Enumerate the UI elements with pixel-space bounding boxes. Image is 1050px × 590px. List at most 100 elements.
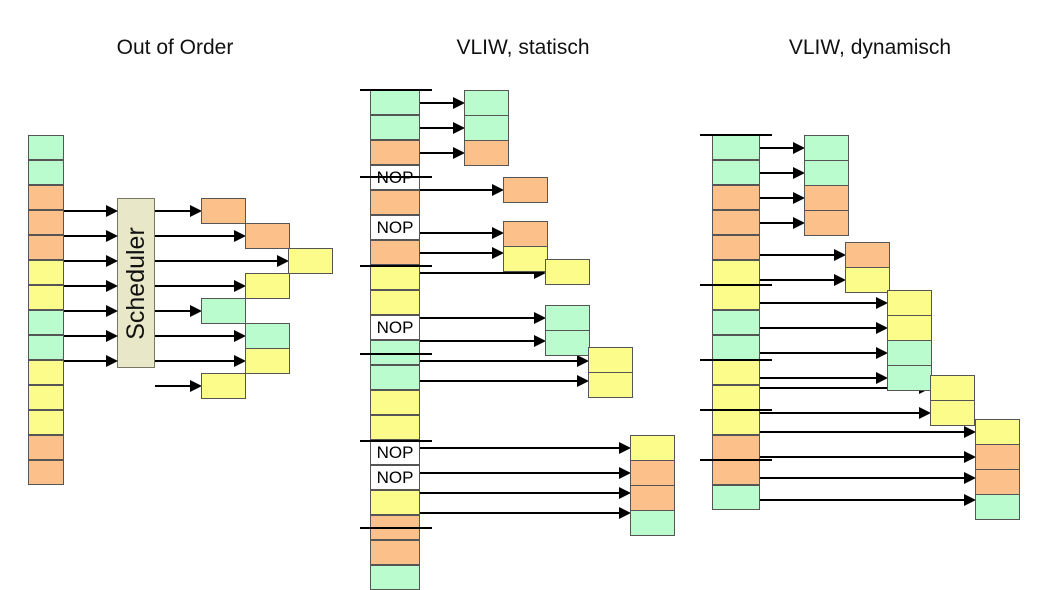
input-arrow	[64, 260, 106, 263]
dispatch-arrow	[760, 377, 876, 380]
dispatch-arrow	[760, 412, 919, 415]
issue-slot	[975, 494, 1020, 520]
issue-slot	[545, 305, 590, 331]
input-cell	[370, 240, 420, 265]
dispatch-arrow	[420, 317, 534, 320]
input-cell	[28, 360, 64, 385]
dispatch-arrow-head	[453, 146, 465, 159]
issue-slot	[630, 460, 675, 486]
group-separator	[360, 527, 432, 530]
dispatch-arrow-head	[793, 166, 805, 179]
issue-slot	[464, 90, 509, 116]
dispatch-arrow	[420, 360, 577, 363]
input-arrow	[64, 235, 106, 238]
issue-slot	[975, 419, 1020, 445]
input-arrow-head	[106, 329, 118, 342]
issue-slot	[588, 347, 633, 373]
dispatch-arrow-head	[234, 329, 246, 342]
input-cell	[28, 460, 64, 485]
dispatch-arrow-head	[577, 374, 589, 387]
issue-slot	[804, 185, 849, 211]
issue-slot	[245, 223, 290, 249]
dispatch-arrow	[760, 352, 876, 355]
panel-title-vliw-statisch: VLIW, statisch	[456, 36, 590, 59]
dispatch-arrow	[760, 197, 793, 200]
input-cell	[28, 285, 64, 310]
input-cell	[712, 135, 760, 160]
issue-slot	[887, 365, 932, 391]
input-arrow-head	[106, 279, 118, 292]
issue-slot	[503, 221, 548, 247]
issue-slot	[975, 444, 1020, 470]
dispatch-arrow-head	[619, 506, 631, 519]
scheduler-label: Scheduler	[121, 226, 150, 340]
input-arrow-head	[106, 354, 118, 367]
input-cell	[370, 190, 420, 215]
dispatch-arrow	[155, 285, 234, 288]
nop-label: NOP	[376, 317, 414, 337]
dispatch-arrow	[760, 431, 964, 434]
issue-slot	[201, 298, 246, 324]
input-cell	[370, 340, 420, 365]
input-arrow	[64, 335, 106, 338]
input-cell	[370, 315, 420, 340]
input-cell	[28, 235, 64, 260]
nop-label: NOP	[376, 442, 414, 462]
input-arrow-head	[106, 304, 118, 317]
dispatch-arrow-head	[793, 191, 805, 204]
dispatch-arrow-head	[876, 346, 888, 359]
issue-slot	[804, 160, 849, 186]
dispatch-arrow-head	[619, 441, 631, 454]
issue-slot	[887, 290, 932, 316]
group-separator	[700, 359, 772, 362]
group-separator	[360, 265, 432, 268]
input-cell	[712, 260, 760, 285]
input-cell	[370, 90, 420, 115]
dispatch-arrow-head	[876, 371, 888, 384]
input-arrow-head	[106, 254, 118, 267]
dispatch-arrow	[420, 447, 619, 450]
dispatch-arrow-head	[834, 273, 846, 286]
dispatch-arrow-head	[534, 311, 546, 324]
input-cell	[370, 140, 420, 165]
dispatch-arrow	[155, 385, 190, 388]
input-cell	[370, 565, 420, 590]
input-cell	[712, 360, 760, 385]
scheduler-box: Scheduler	[117, 198, 155, 368]
group-separator	[700, 459, 772, 462]
issue-slot	[464, 115, 509, 141]
dispatch-arrow	[420, 232, 492, 235]
dispatch-arrow	[420, 252, 492, 255]
issue-slot	[245, 348, 290, 374]
issue-slot	[503, 246, 548, 272]
dispatch-arrow	[760, 254, 834, 257]
diagram-canvas: Out of Order Scheduler VLIW, statisch NOP NO…	[28, 36, 1020, 590]
dispatch-arrow-head	[453, 121, 465, 134]
input-cell	[28, 260, 64, 285]
input-cell	[712, 435, 760, 460]
group-separator	[360, 440, 432, 443]
issue-slot	[630, 510, 675, 536]
dispatch-arrow	[155, 260, 277, 263]
input-cell	[712, 410, 760, 435]
issue-slot	[545, 259, 590, 285]
input-cell	[712, 285, 760, 310]
dispatch-arrow	[420, 492, 619, 495]
input-cell	[370, 290, 420, 315]
dispatch-arrow-head	[492, 246, 504, 259]
input-cell	[370, 265, 420, 290]
dispatch-arrow	[155, 235, 234, 238]
dispatch-arrow-head	[919, 406, 931, 419]
issue-slot	[245, 323, 290, 349]
group-separator	[360, 89, 432, 92]
dispatch-arrow-head	[619, 466, 631, 479]
input-cell	[712, 485, 760, 510]
dispatch-arrow	[155, 310, 190, 313]
dispatch-arrow-head	[876, 321, 888, 334]
dispatch-arrow	[155, 360, 234, 363]
dispatch-arrow-head	[234, 229, 246, 242]
nop-label: NOP	[376, 467, 414, 487]
dispatch-arrow	[760, 222, 793, 225]
group-separator	[360, 176, 432, 179]
dispatch-arrow	[420, 512, 619, 515]
